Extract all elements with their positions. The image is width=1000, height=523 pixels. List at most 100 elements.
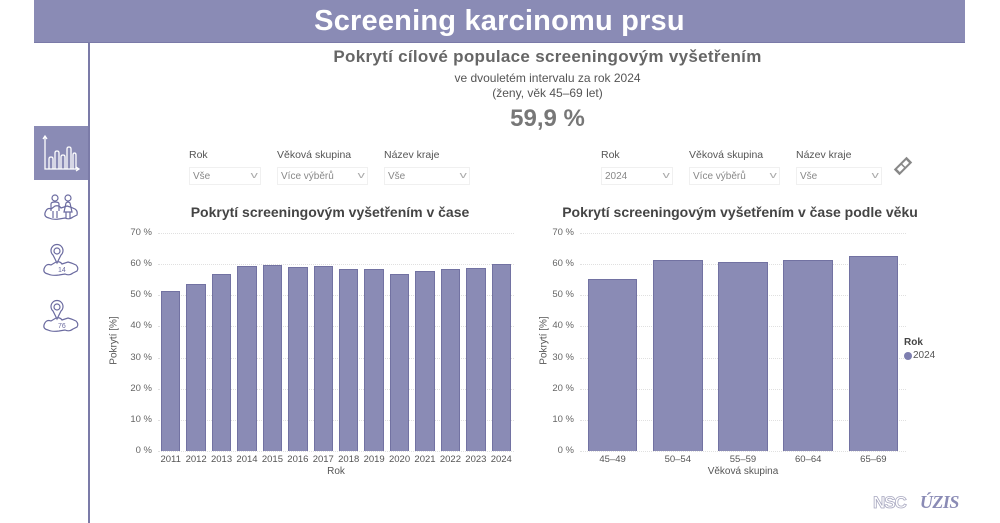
select-value: 2024 [605,170,628,182]
chevron-down-icon: v [769,170,777,180]
gridline [580,233,906,234]
x-tick-label: 2021 [414,454,436,465]
bar-60–64[interactable] [783,260,833,451]
plot-area [580,233,906,452]
bar-chart-icon [42,134,81,172]
app-title: Screening karcinomu prsu [314,4,685,37]
filter-label: Název kraje [384,149,440,161]
chart-title-over-time: Pokrytí screeningovým vyšetřením v čase [190,204,470,220]
sidebar-item-regions-14-view[interactable]: 14 [34,234,88,288]
x-tick-label: 2015 [261,454,283,465]
y-tick-label: 30 % [130,351,152,363]
x-tick-label: 2014 [236,454,258,465]
filter-age-group-right: Věková skupina Více výběrů v [689,149,780,185]
x-tick-label: 60–64 [794,454,822,465]
sidebar-item-chart-view[interactable] [34,126,88,180]
nsc-logo: NSC [873,492,908,512]
y-tick-label: 0 % [135,445,152,456]
chevron-down-icon: v [250,170,258,180]
year-select[interactable]: 2024 v [601,167,673,185]
y-tick-label: 40 % [130,320,152,332]
select-value: Vše [193,170,211,182]
y-tick-label: 40 % [552,320,574,332]
map-pin-14-icon: 14 [43,244,79,276]
clear-filters-eraser-icon[interactable] [892,155,914,177]
y-tick-label: 10 % [552,413,574,425]
gridline [158,419,514,421]
kpi-card: Pokrytí cílové populace screeningovým vy… [90,47,1000,133]
bar-2020[interactable] [389,274,410,451]
filter-label: Věková skupina [277,149,352,161]
chart-legend: Rok 2024 [904,337,935,361]
region-select[interactable]: Vše v [384,167,470,185]
bar-2017[interactable] [313,266,333,451]
bar-2016[interactable] [288,266,308,451]
filter-label: Rok [189,149,208,161]
bar-55–59[interactable] [718,262,768,451]
bar-2021[interactable] [415,271,435,451]
bar-2011[interactable] [161,291,181,451]
y-axis-title: Pokrytí [%] [538,316,550,365]
gridline [158,357,514,359]
filter-year-left: Rok Vše v [189,149,261,185]
y-tick-label: 30 % [552,351,574,363]
x-tick-label: 2018 [338,454,360,465]
legend-dot-icon [904,351,912,360]
kpi-title: Pokrytí cílové populace screeningovým vy… [333,47,762,66]
x-tick-label: 2011 [160,454,181,465]
bar-45–49[interactable] [587,279,638,451]
bar-2024[interactable] [491,264,511,451]
gridline [158,233,514,234]
bar-2012[interactable] [186,284,206,451]
bar-2013[interactable] [211,274,232,451]
select-value: Vše [800,170,818,182]
x-tick-label: 2017 [312,454,334,465]
y-axis-title: Pokrytí [%] [108,316,120,365]
gridline [158,264,514,266]
x-tick-label: 55–59 [729,454,757,465]
gridline [158,326,514,328]
bar-2014[interactable] [237,266,257,451]
select-value: Vše [388,170,406,182]
bar-50–54[interactable] [653,260,703,451]
bar-2019[interactable] [364,268,384,451]
x-tick-label: 2012 [185,454,207,465]
uzis-logo: ÚZIS [919,492,960,512]
y-tick-label: 50 % [552,289,574,301]
bar-65–69[interactable] [848,256,899,451]
x-tick-label: 2023 [465,454,487,465]
sidebar-item-districts-76-view[interactable]: 76 [34,290,88,344]
bar-2022[interactable] [440,269,461,451]
bar-2023[interactable] [466,268,486,451]
filter-label: Věková skupina [689,149,764,161]
map-pin-76-icon: 76 [43,300,79,332]
x-axis-title: Věková skupina [707,466,779,477]
chart-coverage-over-time: 0 % 10 % 20 % 30 % 40 % 50 % 60 % 70 % 2011 2012 2… [100,225,520,485]
chart-title-by-age: Pokrytí screeningovým vyšetřením v čase … [562,204,918,220]
region-select[interactable]: Vše v [796,167,882,185]
year-select[interactable]: Vše v [189,167,261,185]
kpi-subtitle-interval: ve dvouletém intervalu za rok 2024 [454,71,641,85]
filter-region-right: Název kraje Vše v [796,149,882,185]
gridline [158,295,514,297]
y-tick-label: 20 % [130,382,152,394]
filter-year-right: Rok 2024 v [601,149,673,185]
gridline [158,388,514,390]
bar-2018[interactable] [339,268,359,451]
bar-2015[interactable] [262,265,283,451]
select-value: Více výběrů [281,170,334,182]
x-tick-label: 2024 [490,454,512,465]
x-tick-label: 2020 [388,454,411,465]
kpi-subtitle-population: (ženy, věk 45–69 let) [492,86,603,100]
legend-label: 2024 [913,350,936,361]
sidebar-item-population-view[interactable] [34,180,88,234]
people-map-icon [44,194,78,220]
y-tick-label: 50 % [130,289,152,301]
age-group-select[interactable]: Více výběrů v [277,167,368,185]
filter-label: Rok [601,149,620,161]
legend-item-2024[interactable]: 2024 [904,350,935,361]
plot-area [158,233,514,452]
y-tick-label: 70 % [552,227,574,238]
legend-title: Rok [904,337,923,348]
age-group-select[interactable]: Více výběrů v [689,167,780,185]
